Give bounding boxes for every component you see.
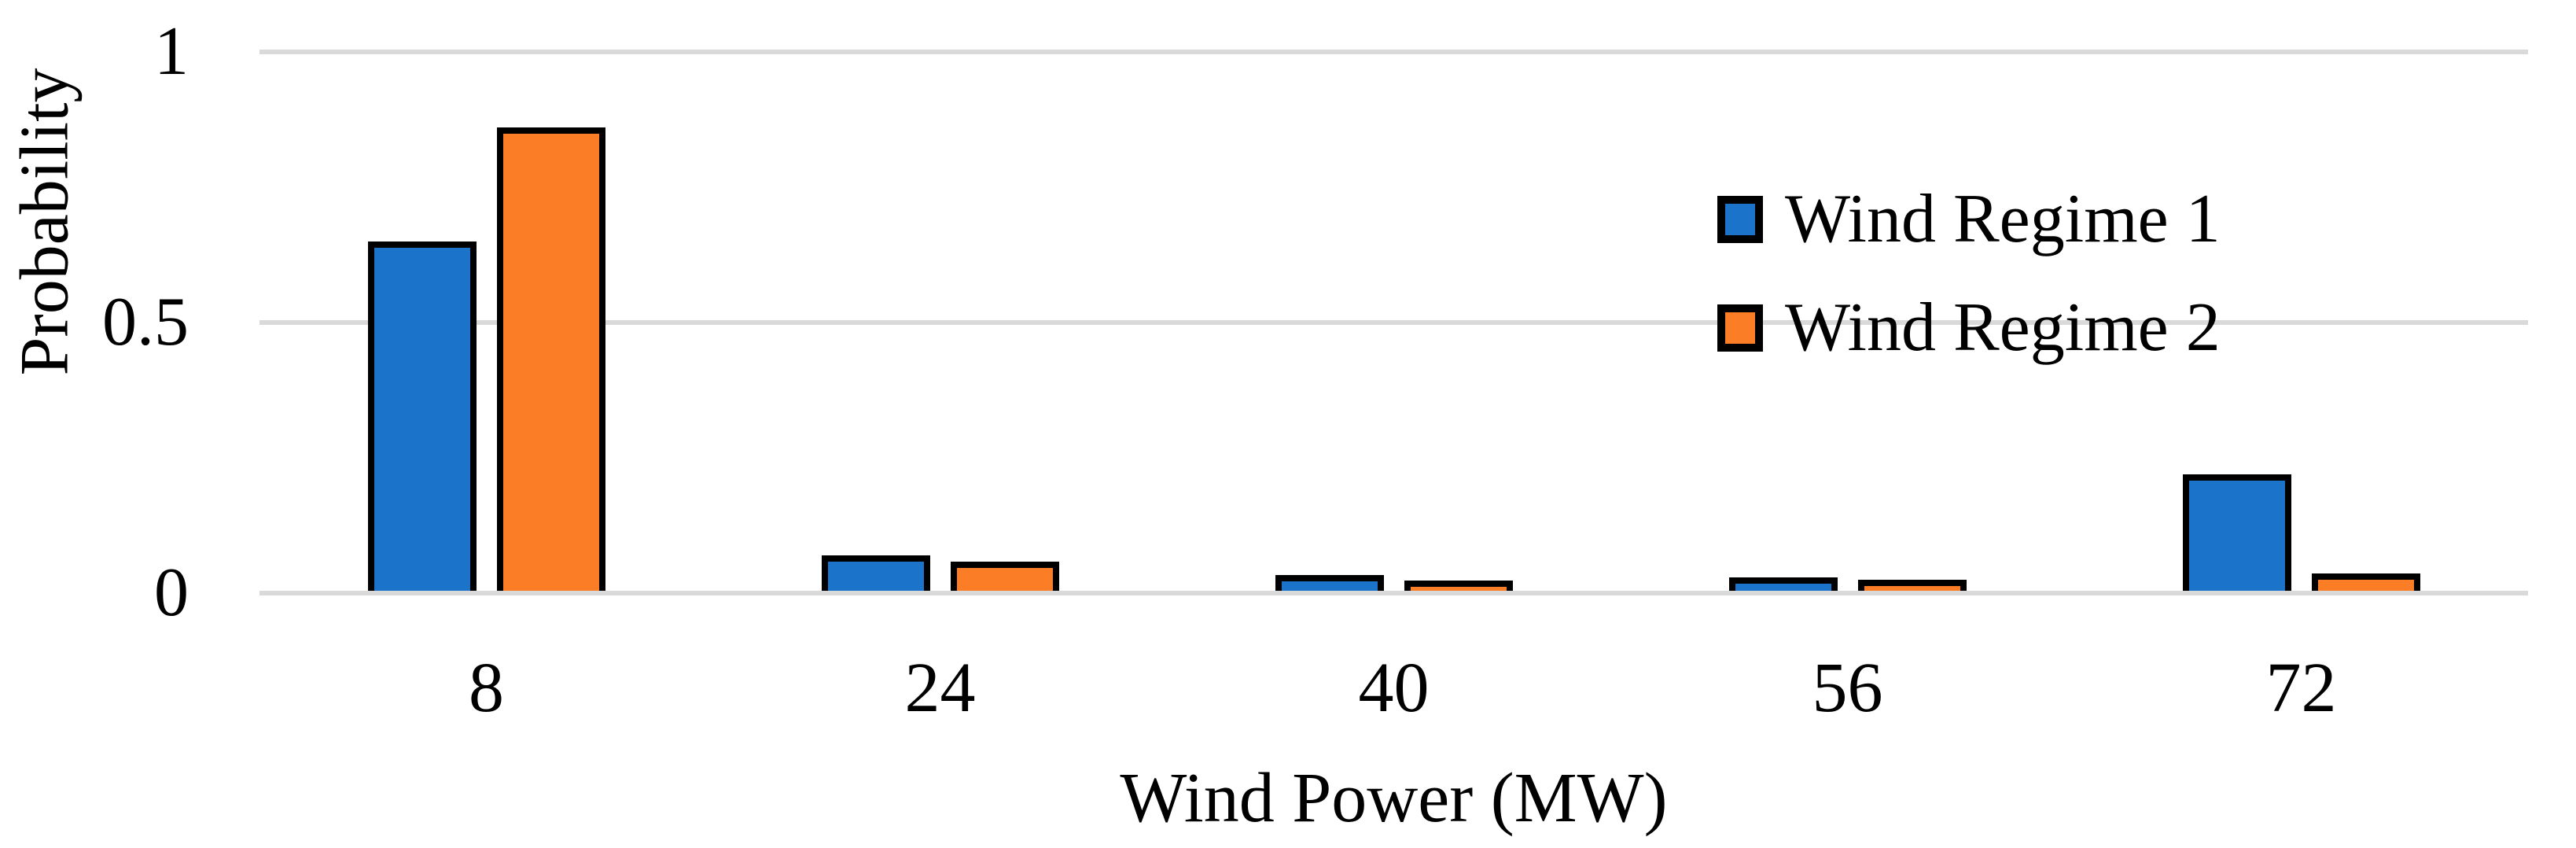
bar-group-40 [1167, 52, 1621, 593]
legend-swatch-icon [1717, 304, 1763, 352]
x-tick-label-8: 8 [469, 649, 504, 727]
gridline-0.5 [259, 320, 2528, 325]
bar-wind-regime-1-8 [367, 241, 477, 593]
plot-area [259, 50, 2528, 595]
legend: Wind Regime 1 Wind Regime 2 [1717, 184, 2221, 363]
bar-wind-regime-2-40 [1404, 581, 1513, 593]
x-tick-label-72: 72 [2265, 649, 2337, 727]
bar-group-56 [1621, 52, 2074, 593]
bar-group-72 [2074, 52, 2528, 593]
x-tick-label-40: 40 [1358, 649, 1430, 727]
x-tick-label-24: 24 [904, 649, 976, 727]
legend-label: Wind Regime 2 [1785, 289, 2221, 366]
x-axis-title: Wind Power (MW) [1120, 759, 1668, 837]
bar-wind-regime-2-56 [1857, 580, 1967, 593]
y-tick-label-0: 0 [154, 555, 189, 631]
gridline-1 [259, 50, 2528, 54]
legend-swatch-icon [1717, 196, 1763, 243]
bar-wind-regime-2-8 [496, 127, 605, 593]
legend-item-wind-regime-2: Wind Regime 2 [1717, 293, 2221, 363]
bar-wind-regime-1-56 [1728, 577, 1838, 593]
bar-wind-regime-1-24 [821, 555, 930, 593]
x-axis-tick-labels: 8 24 40 56 72 [259, 651, 2528, 725]
bar-group-24 [713, 52, 1167, 593]
bar-wind-regime-2-72 [2311, 573, 2420, 593]
gridline-0 [259, 591, 2528, 595]
legend-label: Wind Regime 1 [1785, 181, 2221, 257]
bar-wind-regime-1-72 [2182, 474, 2291, 593]
legend-item-wind-regime-1: Wind Regime 1 [1717, 184, 2221, 255]
bar-wind-regime-2-24 [950, 562, 1059, 593]
x-tick-label-56: 56 [1812, 649, 1883, 727]
bar-wind-regime-1-40 [1275, 575, 1384, 593]
y-tick-label-0.5: 0.5 [102, 284, 189, 360]
bar-group-8 [259, 52, 713, 593]
y-tick-label-1: 1 [154, 13, 189, 90]
